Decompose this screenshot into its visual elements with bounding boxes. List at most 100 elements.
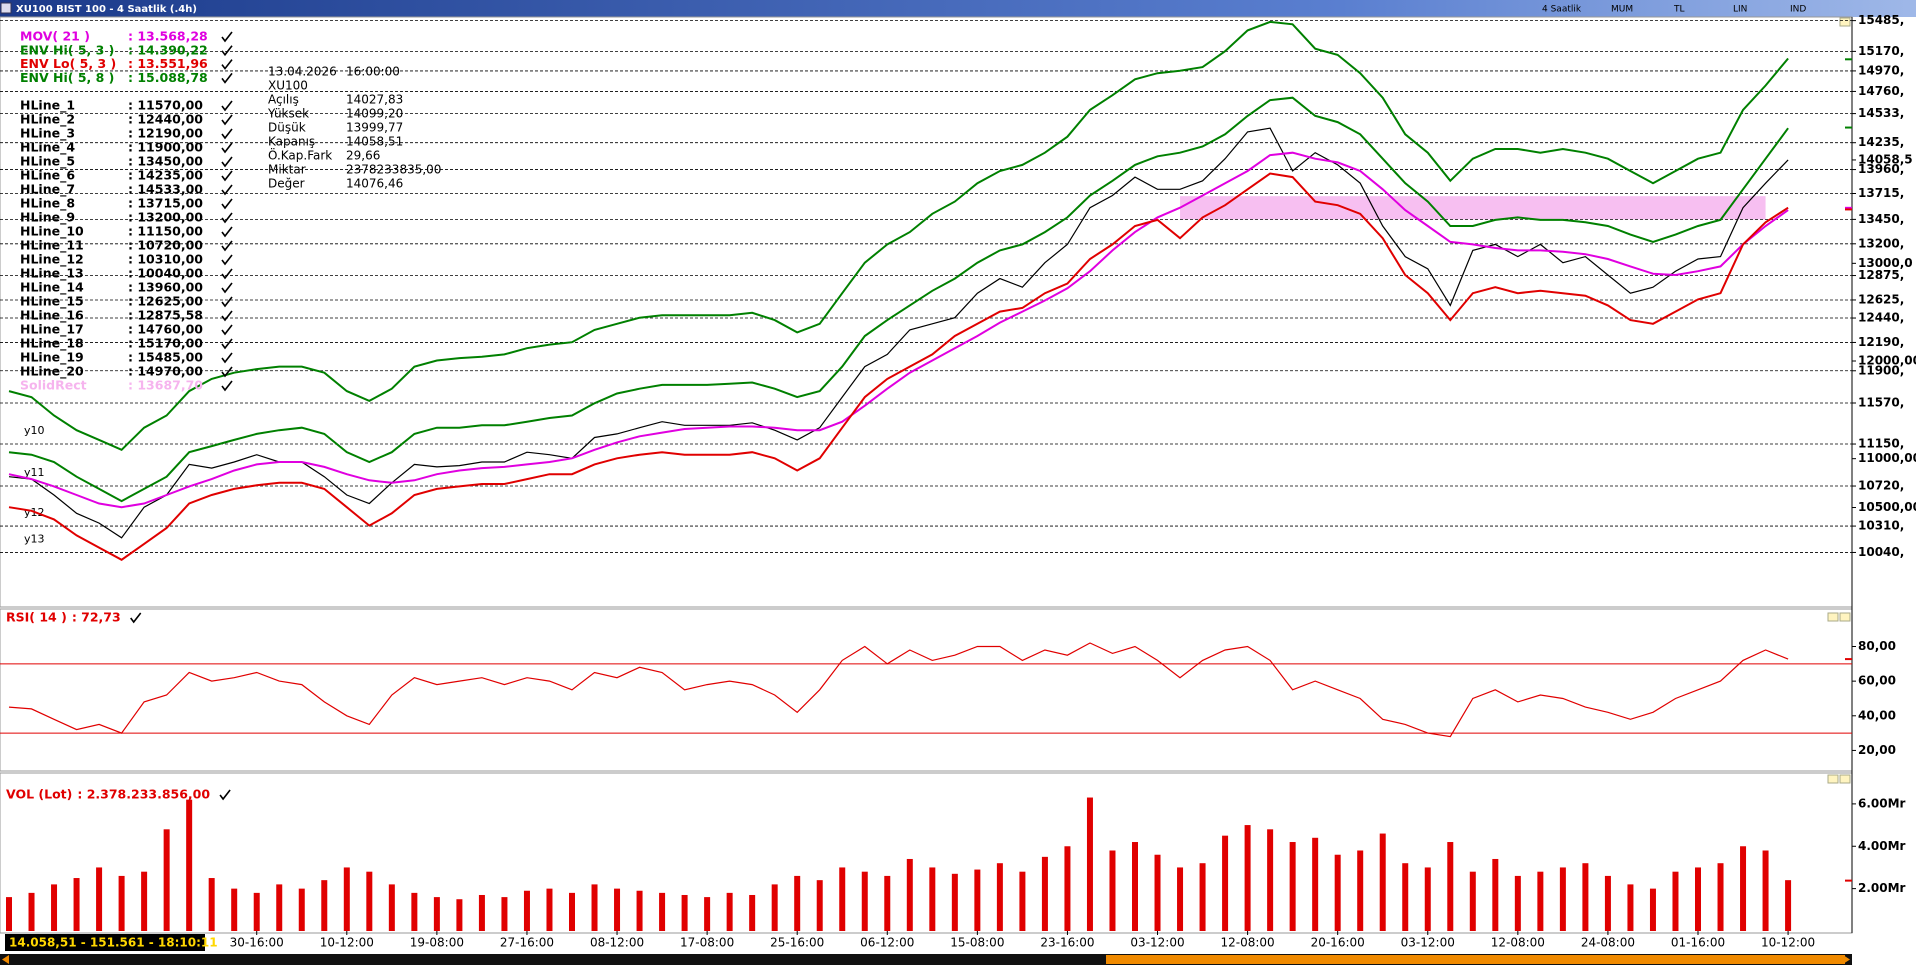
scrollbar-track[interactable] bbox=[0, 954, 1852, 965]
y-tick-label: 10500,00 bbox=[1858, 500, 1916, 514]
volume-bar bbox=[1244, 825, 1251, 931]
info-label: Değer bbox=[268, 177, 305, 191]
hline-tag: y13 bbox=[24, 532, 45, 545]
volume-bar bbox=[141, 871, 148, 931]
volume-bar bbox=[118, 875, 125, 931]
check-icon bbox=[219, 789, 231, 801]
y-tick-label: 6.00Mr bbox=[1858, 796, 1906, 810]
info-value: 29,66 bbox=[346, 149, 380, 163]
series-line bbox=[8, 20, 1789, 451]
x-tick-label: 10-12:00 bbox=[1761, 936, 1815, 950]
check-icon bbox=[221, 72, 233, 84]
y-tick-label: 40,00 bbox=[1858, 708, 1896, 722]
series-line bbox=[8, 151, 1789, 509]
panel-title: VOL (Lot) bbox=[6, 787, 72, 802]
volume-bar bbox=[343, 867, 350, 931]
volume-bar bbox=[388, 884, 395, 931]
volume-bar bbox=[974, 869, 981, 931]
panel-button[interactable] bbox=[1839, 17, 1851, 27]
legend-value: : 14.390,22 bbox=[128, 42, 208, 57]
volume-bar bbox=[591, 884, 598, 931]
legend-name: HLine_7 bbox=[20, 182, 75, 198]
legend-name: ENV Hi( 5, 8 ) bbox=[20, 70, 114, 85]
scrollbar-thumb[interactable] bbox=[1106, 955, 1845, 964]
legend-name: HLine_5 bbox=[20, 154, 75, 170]
y-tick-label: 12875, bbox=[1858, 268, 1904, 282]
volume-bar bbox=[861, 871, 868, 931]
volume-bar bbox=[433, 897, 440, 931]
check-icon bbox=[221, 45, 233, 57]
legend-value: : 12440,00 bbox=[128, 112, 203, 127]
legend-value: : 13687,70 bbox=[128, 378, 203, 393]
panel-button[interactable] bbox=[1827, 612, 1839, 622]
check-icon bbox=[221, 198, 233, 210]
y-tick-label: 10310, bbox=[1858, 519, 1904, 533]
legend-name: HLine_4 bbox=[20, 140, 75, 156]
volume-bar bbox=[231, 888, 238, 931]
y-tick-label: 12440, bbox=[1858, 311, 1904, 325]
y-tick-label: 14970, bbox=[1858, 63, 1904, 77]
volume-bar bbox=[794, 875, 801, 931]
volume-bar bbox=[951, 873, 958, 931]
volume-bar bbox=[1199, 863, 1206, 931]
legend-value: : 13715,00 bbox=[128, 196, 203, 211]
check-icon bbox=[221, 310, 233, 322]
panel-close[interactable] bbox=[1839, 612, 1851, 622]
volume-bar bbox=[411, 892, 418, 931]
scroll-left[interactable] bbox=[2, 955, 9, 964]
toolbar-item[interactable]: IND bbox=[1790, 5, 1806, 15]
scroll-right[interactable] bbox=[1843, 955, 1850, 964]
x-tick-label: 24-08:00 bbox=[1581, 936, 1635, 950]
volume-bar bbox=[1041, 856, 1048, 931]
legend-name: HLine_14 bbox=[20, 280, 84, 296]
volume-bar bbox=[523, 890, 530, 931]
x-tick-label: 30-16:00 bbox=[230, 936, 284, 950]
volume-bar bbox=[1402, 863, 1409, 931]
info-value: 13999,77 bbox=[346, 121, 403, 135]
toolbar-item[interactable]: 4 Saatlik bbox=[1542, 5, 1582, 15]
volume-bar bbox=[1582, 863, 1589, 931]
volume-bar bbox=[1537, 871, 1544, 931]
legend-value: : 15485,00 bbox=[128, 350, 203, 365]
volume-bar bbox=[186, 799, 193, 931]
volume-bar bbox=[1267, 829, 1274, 931]
check-icon bbox=[221, 184, 233, 196]
volume-bar bbox=[569, 892, 575, 931]
legend-name: HLine_12 bbox=[20, 252, 84, 268]
check-icon bbox=[221, 156, 233, 168]
y-tick-label: 13450, bbox=[1858, 212, 1904, 226]
toolbar-item[interactable]: TL bbox=[1673, 5, 1685, 15]
legend-name: ENV Lo( 5, 3 ) bbox=[20, 56, 116, 71]
panel-close[interactable] bbox=[1839, 774, 1851, 784]
check-icon bbox=[221, 212, 233, 224]
legend-value: : 12190,00 bbox=[128, 126, 203, 141]
toolbar-item[interactable]: LIN bbox=[1733, 5, 1747, 15]
legend-value: : 12875,58 bbox=[128, 308, 203, 323]
volume-bar bbox=[771, 884, 778, 931]
x-tick-label: 08-12:00 bbox=[590, 936, 644, 950]
x-tick-label: 03-12:00 bbox=[1130, 936, 1184, 950]
toolbar-item[interactable]: MUM bbox=[1611, 5, 1633, 15]
check-icon bbox=[221, 240, 233, 252]
legend-value: : 14235,00 bbox=[128, 168, 203, 183]
volume-bar bbox=[501, 897, 508, 931]
legend-value: : 14970,00 bbox=[128, 364, 203, 379]
x-tick-label: 01-16:00 bbox=[1671, 936, 1725, 950]
check-icon bbox=[221, 170, 233, 182]
y-tick-label: 12190, bbox=[1858, 335, 1904, 349]
volume-bar bbox=[1514, 875, 1521, 931]
legend-value: : 11900,00 bbox=[128, 140, 203, 155]
check-icon bbox=[221, 282, 233, 294]
info-value: 14058,51 bbox=[346, 135, 403, 149]
panel-button[interactable] bbox=[1827, 774, 1839, 784]
y-tick-label: 2.00Mr bbox=[1858, 881, 1906, 895]
legend-value: : 14533,00 bbox=[128, 182, 203, 197]
y-tick-label: 11000,00 bbox=[1858, 451, 1916, 465]
legend-name: HLine_17 bbox=[20, 322, 84, 338]
check-icon bbox=[221, 380, 233, 392]
check-icon bbox=[221, 268, 233, 280]
y-tick-label: 13000,0 bbox=[1858, 256, 1913, 270]
volume-bar bbox=[6, 897, 12, 931]
y-tick-label: 10040, bbox=[1858, 545, 1904, 559]
volume-bar bbox=[51, 884, 58, 931]
